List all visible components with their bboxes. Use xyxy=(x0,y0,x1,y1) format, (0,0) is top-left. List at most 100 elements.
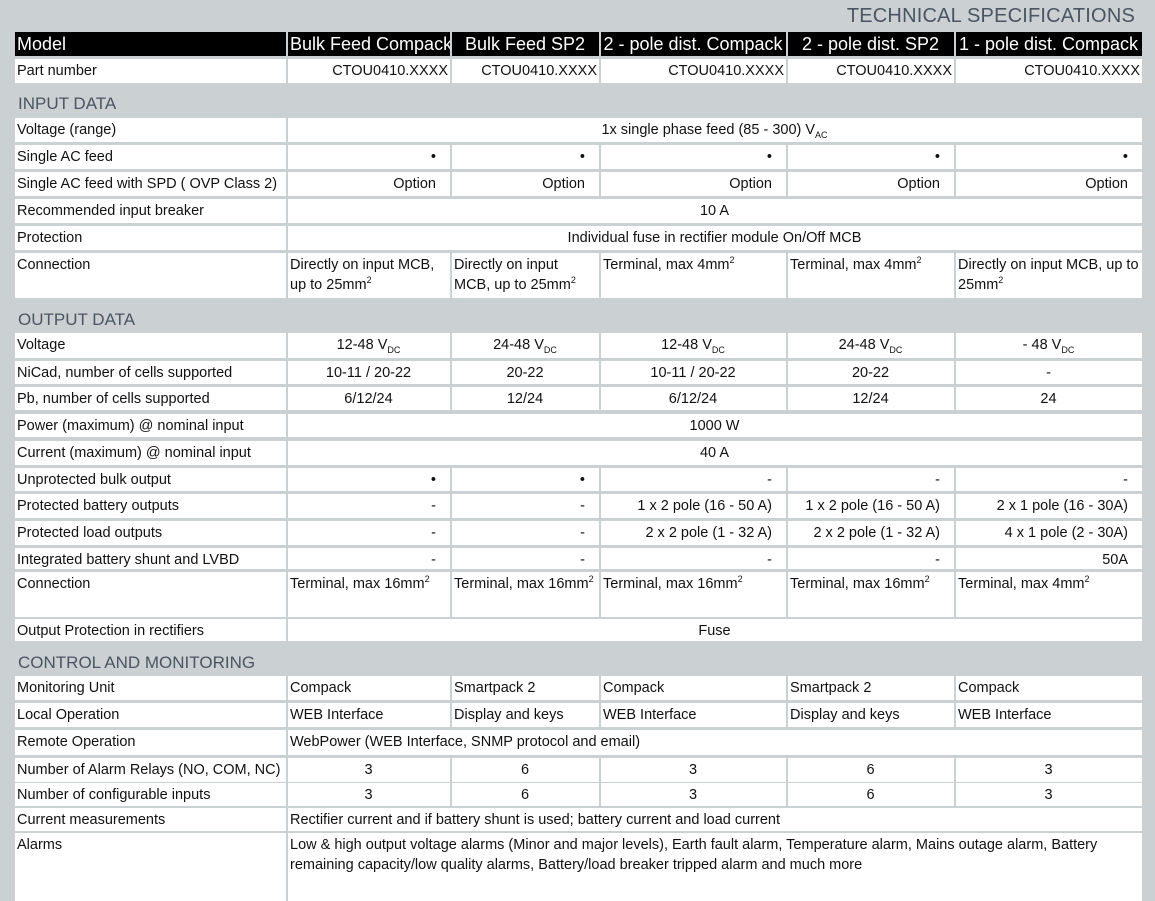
cell-text: • xyxy=(430,149,436,165)
table-cell: Option xyxy=(788,172,954,196)
cell-text: Compack xyxy=(290,680,352,696)
section-title: INPUT DATA xyxy=(18,94,117,113)
header-row: Model Bulk Feed Compack Bulk Feed SP2 2 - p… xyxy=(15,32,1142,56)
table-cell: 10 A xyxy=(288,199,1142,223)
cell-text: Terminal, max 4mm xyxy=(603,257,730,273)
cell-text: WEB Interface xyxy=(603,707,697,723)
table-row: NiCad, number of cells supported 10-11 / … xyxy=(15,361,1142,384)
section-title: OUTPUT DATA xyxy=(18,310,136,329)
cell-text: Option xyxy=(897,176,940,192)
cell-text: 6 xyxy=(520,762,530,778)
table-cell: • xyxy=(452,468,599,491)
cell-text: Compack xyxy=(603,680,665,696)
cell-text: Directly on input MCB, up to 25mm xyxy=(958,257,1139,293)
table-cell: 1x single phase feed (85 - 300) VAC xyxy=(288,118,1142,142)
table-cell: 2 x 1 pole (16 - 30A) xyxy=(956,494,1142,518)
cell-text: Terminal, max 16mm xyxy=(454,576,589,592)
cell-text: Terminal, max 16mm xyxy=(603,576,738,592)
row-label: Power (maximum) @ nominal input xyxy=(15,414,286,437)
table-cell: WebPower (WEB Interface, SNMP protocol a… xyxy=(288,730,1142,755)
table-cell: 1 x 2 pole (16 - 50 A) xyxy=(788,494,954,518)
superscript: 2 xyxy=(1084,574,1090,585)
table-cell: Directly on input MCB, up to 25mm2 xyxy=(452,253,599,298)
superscript: 2 xyxy=(924,574,930,585)
part-number: CTOU0410.XXXX xyxy=(601,59,786,83)
table-cell: 3 xyxy=(288,758,450,782)
cell-text: - xyxy=(935,552,940,568)
table-cell: Compack xyxy=(601,676,786,700)
table-cell: 10-11 / 20-22 xyxy=(288,361,450,384)
table-row: Unprotected bulk output • • - - - xyxy=(15,468,1142,491)
cell-text: Terminal, max 16mm xyxy=(790,576,925,592)
table-row: Single AC feed • • • • • xyxy=(15,145,1142,169)
table-cell: - xyxy=(452,548,599,569)
cell-text: 1 x 2 pole (16 - 50 A) xyxy=(805,498,940,514)
cell-text: Smartpack 2 xyxy=(454,680,536,696)
cell-text: - xyxy=(431,498,436,514)
cell-text: 1 x 2 pole (16 - 50 A) xyxy=(637,498,772,514)
table-cell: Option xyxy=(601,172,786,196)
subscript: AC xyxy=(815,129,828,140)
table-cell: WEB Interface xyxy=(601,703,786,727)
table-row: Recommended input breaker 10 A xyxy=(15,199,1142,223)
table-cell: Rectifier current and if battery shunt i… xyxy=(288,808,1142,831)
row-label: Voltage xyxy=(15,333,286,358)
cell-text: - xyxy=(1123,472,1128,488)
cell-text: - xyxy=(580,498,585,514)
cell-text: 1000 W xyxy=(689,418,740,434)
header-label: Model xyxy=(15,32,286,56)
row-label: Number of configurable inputs xyxy=(15,783,286,806)
table-cell: 2 x 2 pole (1 - 32 A) xyxy=(788,521,954,545)
cell-text: • xyxy=(430,472,436,488)
table-cell: WEB Interface xyxy=(956,703,1142,727)
table-cell: • xyxy=(601,145,786,169)
cell-text: Directly on input MCB, up to 25mm xyxy=(454,257,571,293)
table-cell: 3 xyxy=(956,783,1142,806)
table-cell: Display and keys xyxy=(788,703,954,727)
table-cell: Terminal, max 16mm2 xyxy=(452,572,599,617)
table-cell: - 48 VDC xyxy=(956,333,1142,358)
cell-text: 3 xyxy=(364,787,373,803)
cell-text: - xyxy=(767,472,772,488)
table-cell: WEB Interface xyxy=(288,703,450,727)
cell-text: Terminal, max 4mm xyxy=(958,576,1085,592)
cell-text: Low & high output voltage alarms (Minor … xyxy=(290,837,1098,873)
cell-text: 12-48 V xyxy=(336,337,388,353)
row-label: Protection xyxy=(15,226,286,250)
cell-text: 12/24 xyxy=(852,391,889,407)
part-number: CTOU0410.XXXX xyxy=(956,59,1142,83)
table-cell: 3 xyxy=(601,758,786,782)
cell-text: 1x single phase feed (85 - 300) V xyxy=(601,122,816,138)
cell-text: - xyxy=(935,472,940,488)
subscript: DC xyxy=(889,344,903,355)
row-label: Current (maximum) @ nominal input xyxy=(15,441,286,465)
table-cell: Directly on input MCB, up to 25mm2 xyxy=(288,253,450,298)
table-cell: 1 x 2 pole (16 - 50 A) xyxy=(601,494,786,518)
cell-text: • xyxy=(579,149,585,165)
row-label: Part number xyxy=(15,59,286,83)
superscript: 2 xyxy=(998,275,1004,286)
row-label: Connection xyxy=(15,253,286,298)
superscript: 2 xyxy=(916,255,922,266)
cell-text: Directly on input MCB, up to 25mm xyxy=(290,257,435,293)
cell-text: Terminal, max 16mm xyxy=(290,576,425,592)
table-row: Protected battery outputs - - 1 x 2 pole (1… xyxy=(15,494,1142,518)
cell-text: - xyxy=(1046,365,1051,381)
subscript: DC xyxy=(543,344,557,355)
cell-text: - xyxy=(431,552,436,568)
superscript: 2 xyxy=(424,574,430,585)
table-cell: 24-48 VDC xyxy=(788,333,954,358)
model-name: 1 - pole dist. Compack xyxy=(956,32,1142,56)
table-row: Voltage (range) 1x single phase feed (85 … xyxy=(15,118,1142,142)
table-cell: Directly on input MCB, up to 25mm2 xyxy=(956,253,1142,298)
table-cell: Option xyxy=(956,172,1142,196)
table-cell: Compack xyxy=(956,676,1142,700)
cell-text: Display and keys xyxy=(454,707,564,723)
table-row: Number of Alarm Relays (NO, COM, NC) 3 6 3 6… xyxy=(15,758,1142,782)
table-cell: 6 xyxy=(452,758,599,782)
table-cell: • xyxy=(288,145,450,169)
cell-text: - xyxy=(431,525,436,541)
table-cell: Terminal, max 16mm2 xyxy=(788,572,954,617)
table-cell: 50A xyxy=(956,548,1142,569)
table-cell: 12/24 xyxy=(788,387,954,410)
